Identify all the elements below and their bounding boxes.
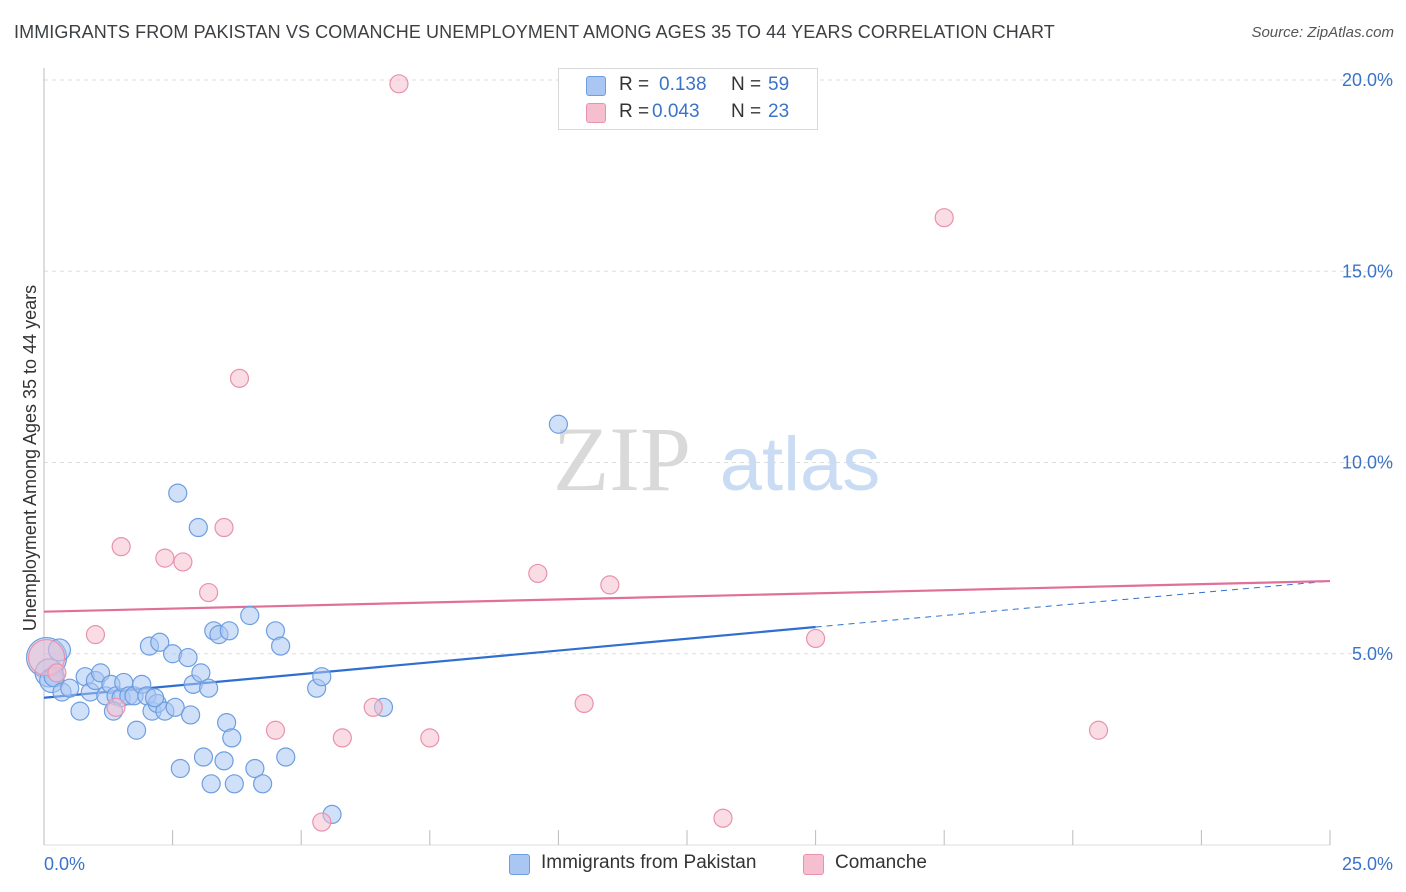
data-point-comanche <box>312 812 332 832</box>
data-point-pakistan <box>168 483 188 503</box>
data-point-comanche <box>713 808 733 828</box>
data-point-pakistan <box>271 636 291 656</box>
watermark-atlas: atlas <box>720 422 881 507</box>
bottom-legend-label: Immigrants from Pakistan <box>541 852 757 873</box>
data-point-pakistan <box>126 720 147 740</box>
data-point-comanche <box>332 728 352 748</box>
data-point-comanche <box>229 368 250 388</box>
grid-layer <box>44 79 1392 655</box>
bottom-legend-swatch-blue <box>509 854 530 875</box>
data-point-comanche <box>214 517 234 538</box>
data-point-pakistan <box>144 688 165 708</box>
data-point-comanche <box>155 548 175 568</box>
data-point-pakistan <box>199 678 219 698</box>
data-point-comanche <box>85 625 106 645</box>
y-tick-label: 5.0% <box>1352 644 1393 664</box>
data-point-pakistan <box>170 758 190 779</box>
watermark: ZIP atlas <box>553 408 880 510</box>
legend-r-label: R = <box>619 101 650 122</box>
data-point-comanche <box>47 663 67 683</box>
data-point-pakistan <box>222 728 242 748</box>
data-point-pakistan <box>165 697 185 717</box>
legend-row-comanche: R = 0.043 N = 23 <box>559 100 817 126</box>
y-tick-label: 15.0% <box>1342 261 1393 281</box>
data-point-pakistan <box>224 774 244 794</box>
legend-swatch-pink <box>586 103 606 123</box>
y-axis-label: Unemployment Among Ages 35 to 44 years <box>20 285 40 631</box>
data-point-comanche <box>600 575 620 595</box>
legend-n-label: N = <box>731 101 762 122</box>
data-point-pakistan <box>188 517 208 538</box>
data-point-pakistan <box>312 667 332 687</box>
data-point-comanche <box>420 728 440 748</box>
bottom-legend-swatch-pink <box>803 854 824 875</box>
tick-label-layer: 5.0% 10.0% 15.0% 20.0% 0.0% 25.0% <box>44 70 1393 874</box>
data-point-comanche <box>265 720 286 740</box>
legend-n-value: 23 <box>768 101 790 122</box>
data-point-pakistan <box>219 621 239 641</box>
legend-r-label: R = <box>619 74 650 95</box>
x-tick-label: 25.0% <box>1342 854 1393 874</box>
data-point-comanche <box>574 693 594 714</box>
trend-layer <box>43 579 1331 699</box>
data-point-pakistan <box>191 663 211 683</box>
y-tick-label: 10.0% <box>1342 453 1393 473</box>
legend-row-pakistan: R = 0.138 N = 59 <box>559 73 817 99</box>
data-point-comanche <box>389 74 409 94</box>
data-point-pakistan <box>201 774 221 794</box>
data-point-comanche <box>111 537 131 557</box>
correlation-legend: R = 0.138 N = 59 R = 0.043 N = 23 <box>558 68 818 130</box>
data-point-pakistan <box>60 678 80 698</box>
data-point-pakistan <box>276 747 296 767</box>
y-tick-label: 20.0% <box>1342 70 1393 90</box>
data-point-pakistan <box>253 774 273 794</box>
chart-title: IMMIGRANTS FROM PAKISTAN VS COMANCHE UNE… <box>14 22 1055 42</box>
data-point-pakistan <box>181 705 201 725</box>
data-point-comanche <box>199 582 219 603</box>
data-point-pakistan <box>548 414 569 434</box>
legend-swatch-blue <box>586 76 606 96</box>
data-point-pakistan <box>178 647 198 668</box>
data-point-comanche <box>106 697 126 717</box>
watermark-zip: ZIP <box>553 408 691 510</box>
legend-r-value: 0.043 <box>652 101 700 122</box>
data-point-pakistan <box>214 751 234 771</box>
data-point-pakistan <box>245 758 265 779</box>
data-point-comanche <box>363 697 383 717</box>
data-point-comanche <box>1088 720 1109 740</box>
data-point-pakistan <box>70 701 90 721</box>
data-point-pakistan <box>240 605 260 626</box>
data-point-comanche <box>934 208 954 228</box>
legend-r-value: 0.138 <box>659 74 707 95</box>
legend-n-value: 59 <box>768 74 790 95</box>
trend-line-solid <box>43 625 816 699</box>
source-label: Source: ZipAtlas.com <box>1251 24 1394 41</box>
axis-layer <box>43 68 1331 846</box>
legend-n-label: N = <box>731 74 762 95</box>
data-point-pakistan <box>150 632 170 652</box>
x-tick-label: 0.0% <box>44 854 85 874</box>
data-point-pakistan <box>193 747 214 767</box>
trend-line-solid <box>43 579 1331 613</box>
data-point-comanche <box>805 628 826 649</box>
data-point-comanche <box>173 552 193 572</box>
trend-line-dashed <box>815 580 1331 628</box>
bottom-legend-label: Comanche <box>835 852 927 873</box>
points-layer <box>25 74 1109 832</box>
data-point-comanche <box>528 563 548 584</box>
